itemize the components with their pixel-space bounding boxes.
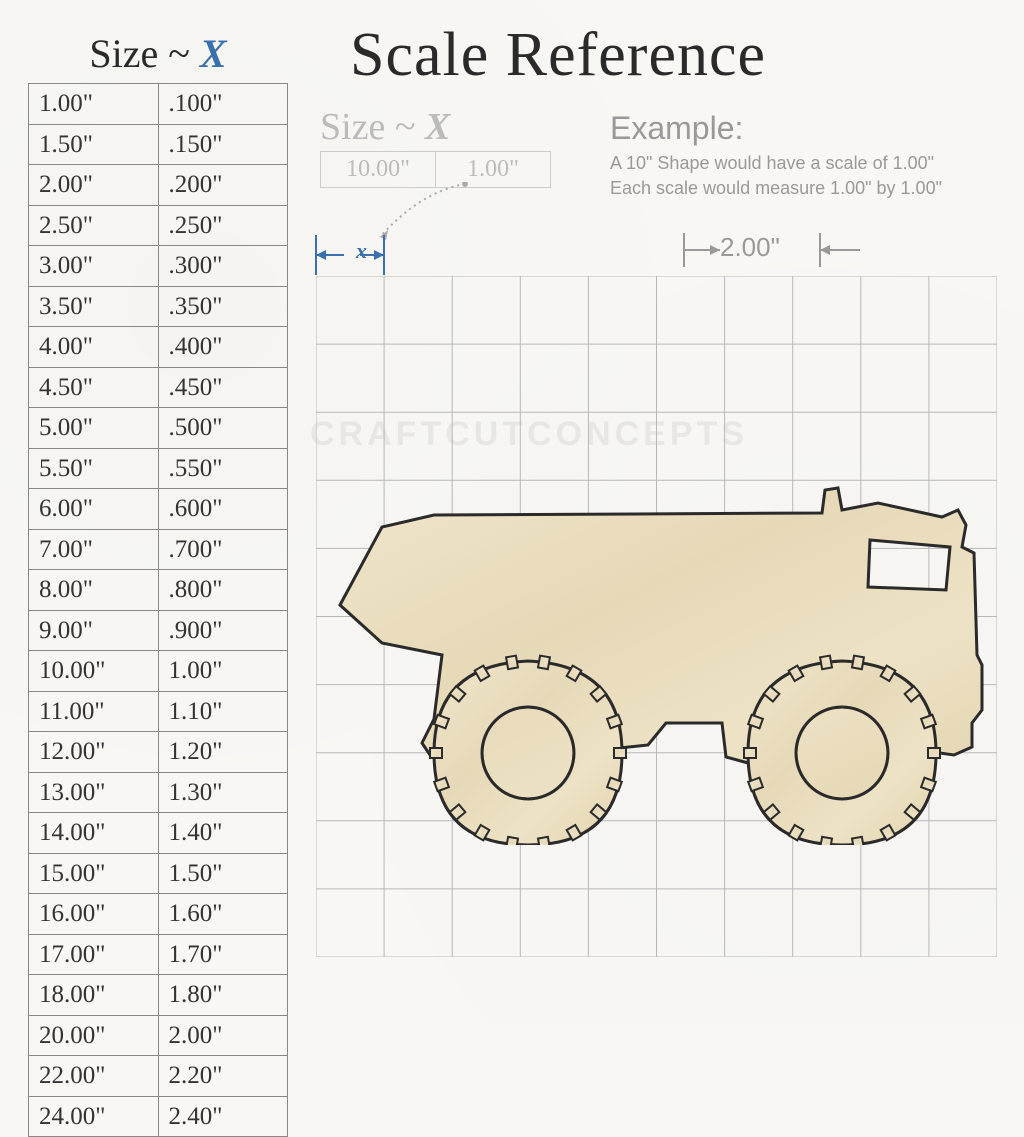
- page-title: Scale Reference: [350, 20, 766, 91]
- table-row: 22.00"2.20": [29, 1056, 288, 1097]
- table-row: 4.50".450": [29, 367, 288, 408]
- table-cell: 1.00": [29, 84, 159, 125]
- table-cell: 18.00": [29, 975, 159, 1016]
- table-cell: 1.80": [158, 975, 288, 1016]
- table-row: 3.50".350": [29, 286, 288, 327]
- table-cell: 10.00": [29, 651, 159, 692]
- table-cell: 11.00": [29, 691, 159, 732]
- table-cell: 14.00": [29, 813, 159, 854]
- table-cell: .550": [158, 448, 288, 489]
- table-cell: .200": [158, 165, 288, 206]
- table-cell: 24.00": [29, 1096, 159, 1137]
- table-cell: 1.70": [158, 934, 288, 975]
- table-cell: 16.00": [29, 894, 159, 935]
- table-cell: .100": [158, 84, 288, 125]
- size-table-wrap: Size ~ X 1.00".100"1.50".150"2.00".200"2…: [28, 30, 288, 1137]
- table-cell: 1.10": [158, 691, 288, 732]
- sub-sizex-x: X: [425, 106, 450, 148]
- table-cell: 6.00": [29, 489, 159, 530]
- sub-sizex-block: Size ~ X 10.00" 1.00": [320, 105, 551, 188]
- dim-200-label: 2.00": [720, 232, 780, 263]
- table-cell: .350": [158, 286, 288, 327]
- truck-shape: [322, 455, 1002, 850]
- table-cell: .150": [158, 124, 288, 165]
- dim-200-indicator: [680, 225, 930, 280]
- table-cell: 2.00": [158, 1015, 288, 1056]
- table-row: 15.00"1.50": [29, 853, 288, 894]
- size-header-x: X: [200, 31, 227, 76]
- table-row: 3.00".300": [29, 246, 288, 287]
- table-cell: 2.50": [29, 205, 159, 246]
- table-cell: 7.00": [29, 529, 159, 570]
- table-cell: 2.40": [158, 1096, 288, 1137]
- table-row: 5.00".500": [29, 408, 288, 449]
- table-row: 4.00".400": [29, 327, 288, 368]
- table-row: 5.50".550": [29, 448, 288, 489]
- table-cell: .700": [158, 529, 288, 570]
- table-cell: .900": [158, 610, 288, 651]
- table-cell: 1.40": [158, 813, 288, 854]
- table-row: 17.00"1.70": [29, 934, 288, 975]
- table-cell: .800": [158, 570, 288, 611]
- table-cell: 2.20": [158, 1056, 288, 1097]
- table-row: 1.50".150": [29, 124, 288, 165]
- table-cell: 2.00": [29, 165, 159, 206]
- table-cell: .300": [158, 246, 288, 287]
- table-cell: 4.50": [29, 367, 159, 408]
- table-row: 1.00".100": [29, 84, 288, 125]
- example-line-1: A 10" Shape would have a scale of 1.00": [610, 151, 942, 176]
- table-row: 2.00".200": [29, 165, 288, 206]
- x-dimension-label: x: [356, 238, 367, 264]
- size-table: 1.00".100"1.50".150"2.00".200"2.50".250"…: [28, 83, 288, 1137]
- sub-sizex-label: Size ~ X: [320, 105, 551, 149]
- x-dimension-indicator: x: [312, 230, 432, 270]
- table-row: 6.00".600": [29, 489, 288, 530]
- table-cell: 1.60": [158, 894, 288, 935]
- table-row: 16.00"1.60": [29, 894, 288, 935]
- table-row: 18.00"1.80": [29, 975, 288, 1016]
- table-row: 20.00"2.00": [29, 1015, 288, 1056]
- table-row: 7.00".700": [29, 529, 288, 570]
- table-row: 13.00"1.30": [29, 772, 288, 813]
- table-cell: 5.50": [29, 448, 159, 489]
- table-row: 14.00"1.40": [29, 813, 288, 854]
- table-cell: 20.00": [29, 1015, 159, 1056]
- table-cell: 1.50": [29, 124, 159, 165]
- table-cell: 1.50": [158, 853, 288, 894]
- table-cell: 8.00": [29, 570, 159, 611]
- table-cell: 17.00": [29, 934, 159, 975]
- sub-sizex-prefix: Size ~: [320, 106, 425, 148]
- table-row: 10.00"1.00": [29, 651, 288, 692]
- table-row: 12.00"1.20": [29, 732, 288, 773]
- table-cell: 5.00": [29, 408, 159, 449]
- size-header-prefix: Size ~: [89, 31, 200, 76]
- table-cell: 12.00": [29, 732, 159, 773]
- table-cell: 1.30": [158, 772, 288, 813]
- table-cell: .450": [158, 367, 288, 408]
- size-table-header: Size ~ X: [28, 30, 288, 77]
- table-cell: .600": [158, 489, 288, 530]
- table-cell: .400": [158, 327, 288, 368]
- table-cell: .250": [158, 205, 288, 246]
- table-row: 11.00"1.10": [29, 691, 288, 732]
- example-line-2: Each scale would measure 1.00" by 1.00": [610, 176, 942, 201]
- table-row: 9.00".900": [29, 610, 288, 651]
- table-cell: 13.00": [29, 772, 159, 813]
- table-row: 2.50".250": [29, 205, 288, 246]
- table-cell: 15.00": [29, 853, 159, 894]
- table-cell: 4.00": [29, 327, 159, 368]
- table-cell: 3.00": [29, 246, 159, 287]
- example-block: Example: A 10" Shape would have a scale …: [610, 110, 942, 201]
- table-cell: 9.00": [29, 610, 159, 651]
- table-cell: 3.50": [29, 286, 159, 327]
- example-header: Example:: [610, 110, 942, 147]
- table-row: 8.00".800": [29, 570, 288, 611]
- table-row: 24.00"2.40": [29, 1096, 288, 1137]
- table-cell: 1.20": [158, 732, 288, 773]
- table-cell: 1.00": [158, 651, 288, 692]
- table-cell: .500": [158, 408, 288, 449]
- table-cell: 22.00": [29, 1056, 159, 1097]
